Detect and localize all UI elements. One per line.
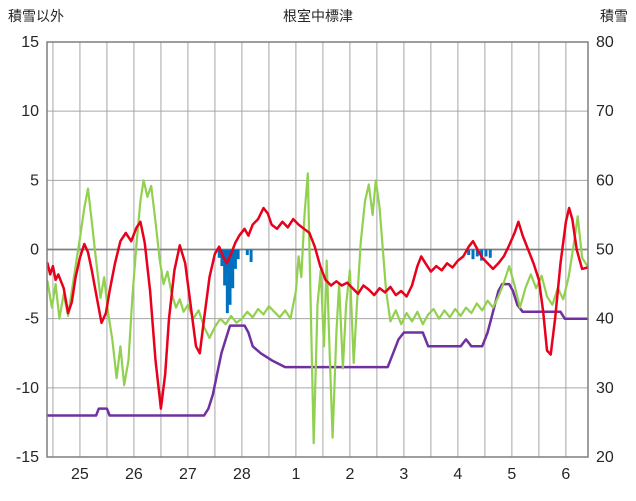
- x-tick-label: 6: [561, 466, 570, 483]
- red-line-series: [46, 206, 589, 410]
- x-tick-label: 2: [345, 466, 354, 483]
- y-right-tick-label: 20: [596, 449, 614, 466]
- y-right-tick-label: 30: [596, 380, 614, 397]
- y-right-tick-label: 60: [596, 172, 614, 189]
- y-right-tick-label: 40: [596, 311, 614, 328]
- x-tick-label: 3: [399, 466, 408, 483]
- y-left-tick-label: 0: [30, 242, 39, 259]
- y-right-tick-label: 50: [596, 242, 614, 259]
- green-line-series: [46, 172, 589, 445]
- y-left-tick-label: -15: [16, 449, 39, 466]
- x-tick-label: 1: [291, 466, 300, 483]
- plot-frame: [46, 41, 589, 458]
- x-tick-label: 5: [507, 466, 516, 483]
- x-tick-label: 28: [233, 466, 251, 483]
- y-left-tick-label: -10: [16, 380, 39, 397]
- x-tick-label: 26: [125, 466, 143, 483]
- y-right-tick-label: 70: [596, 103, 614, 120]
- y-left-tick-label: -5: [25, 311, 39, 328]
- x-tick-label: 27: [179, 466, 197, 483]
- y-right-tick-label: 80: [596, 34, 614, 51]
- right-axis-title: 積雪: [600, 8, 628, 24]
- blue-bars-series: [217, 249, 492, 314]
- left-axis-title: 積雪以外: [8, 8, 64, 24]
- x-tick-label: 25: [71, 466, 89, 483]
- chart-title: 根室中標津: [283, 8, 353, 24]
- y-left-tick-label: 5: [30, 172, 39, 189]
- y-left-tick-label: 10: [21, 103, 39, 120]
- x-tick-label: 4: [453, 466, 462, 483]
- purple-step-line-series: [46, 282, 589, 417]
- y-left-tick-label: 15: [21, 34, 39, 51]
